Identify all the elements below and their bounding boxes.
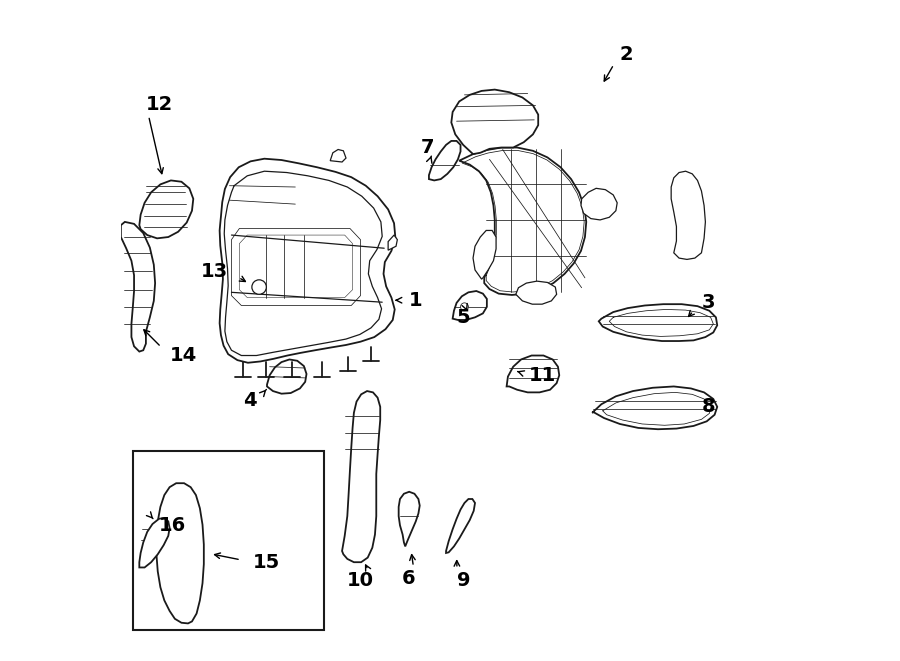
Text: 5: 5 [456,308,470,327]
Polygon shape [121,222,155,352]
Polygon shape [671,171,706,259]
Polygon shape [598,304,717,341]
Polygon shape [342,391,380,563]
Polygon shape [140,518,169,567]
Bar [132,451,324,630]
Text: 4: 4 [243,391,256,410]
Polygon shape [330,149,346,162]
Circle shape [252,280,266,294]
Polygon shape [581,188,617,220]
Text: 12: 12 [146,95,173,114]
Text: 13: 13 [201,262,229,281]
Text: 15: 15 [253,553,280,572]
Polygon shape [267,360,307,394]
Polygon shape [507,356,559,393]
Polygon shape [239,235,353,297]
Polygon shape [453,291,487,320]
Text: 7: 7 [420,138,434,157]
Polygon shape [388,235,397,251]
Polygon shape [157,483,203,623]
Text: 2: 2 [620,44,634,63]
Polygon shape [516,281,556,304]
Text: 16: 16 [159,516,186,535]
Text: 8: 8 [701,397,716,416]
Polygon shape [459,147,586,295]
Polygon shape [399,492,419,547]
Circle shape [461,303,468,311]
Text: 11: 11 [529,366,556,385]
Text: 1: 1 [410,291,423,310]
Polygon shape [231,229,361,305]
Polygon shape [220,159,395,363]
Polygon shape [592,387,717,429]
Polygon shape [451,90,538,154]
Text: 6: 6 [401,569,415,588]
Text: 10: 10 [346,571,374,590]
Polygon shape [446,499,475,553]
Polygon shape [473,231,496,279]
Text: 14: 14 [169,346,197,365]
Polygon shape [140,180,194,239]
Text: 9: 9 [457,571,471,590]
Polygon shape [429,141,461,180]
Text: 3: 3 [701,293,715,312]
